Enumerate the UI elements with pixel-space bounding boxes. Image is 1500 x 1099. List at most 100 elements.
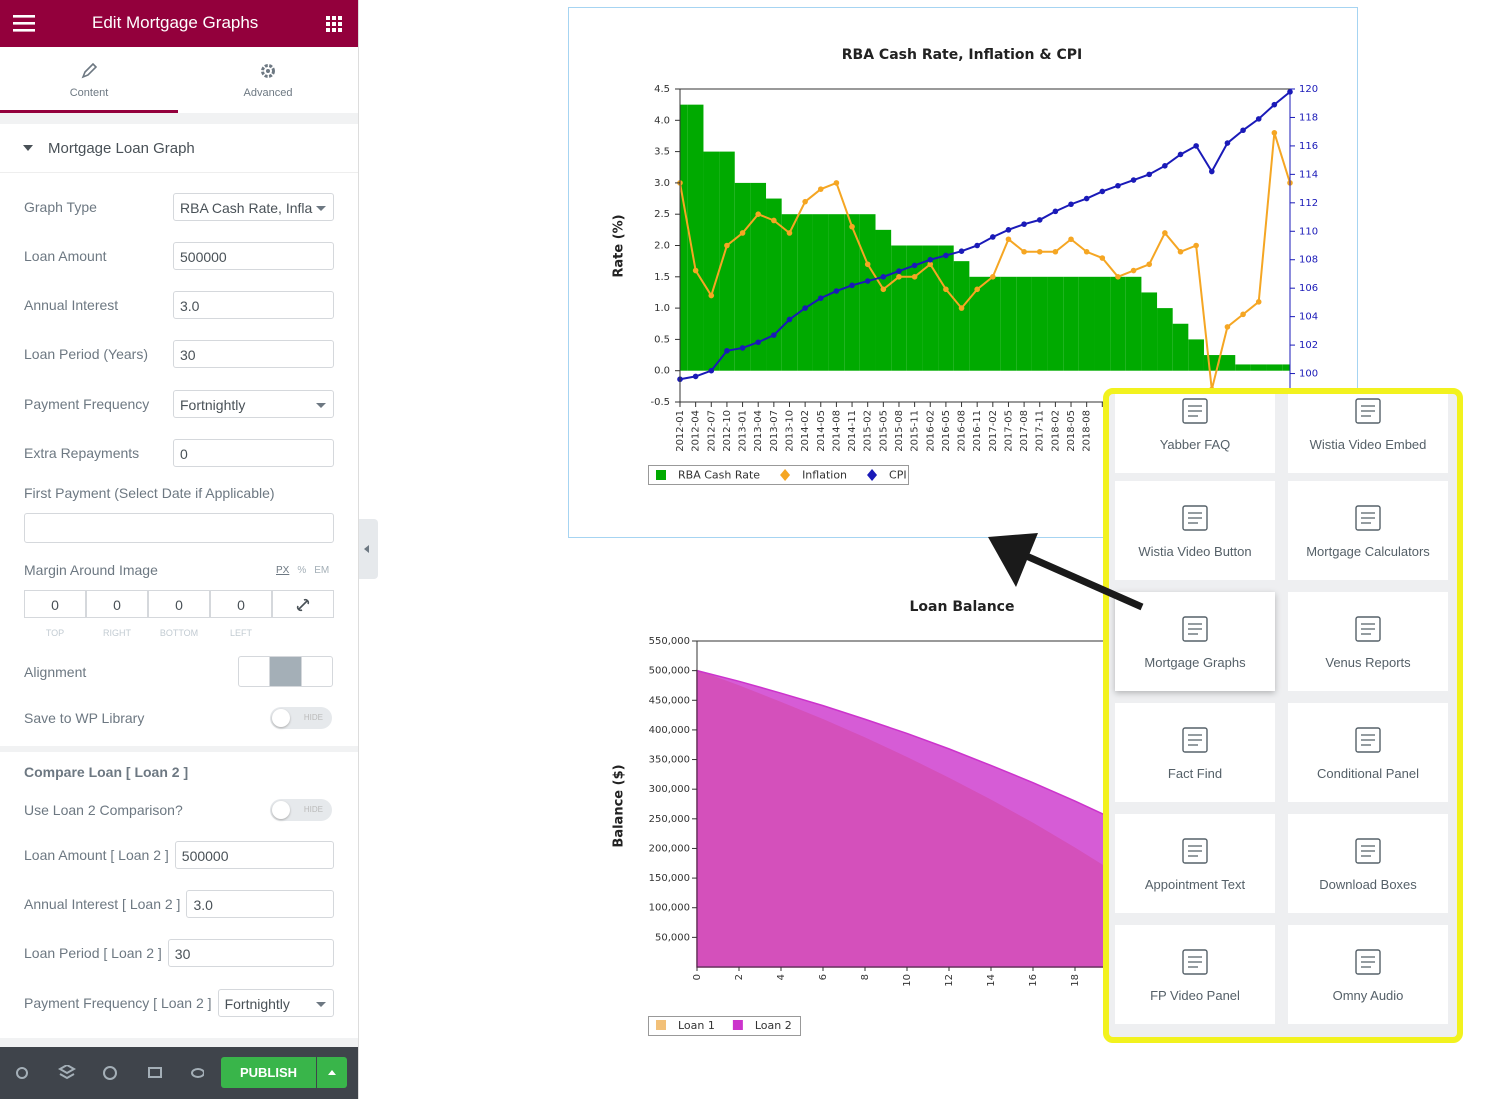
x-tick-label: 2012-04 [691,410,702,452]
unit-option[interactable]: PX [276,565,290,576]
y2-tick-label: 116 [1299,141,1318,152]
widget-card[interactable]: Conditional Panel [1288,703,1448,802]
margin-input[interactable]: 0 [148,590,210,618]
widget-card[interactable]: Mortgage Calculators [1288,481,1448,580]
widget-card[interactable]: Appointment Text [1115,814,1275,913]
text-input[interactable]: 500000 [174,841,334,869]
tabs: Content Advanced [0,47,358,113]
widget-card[interactable]: Fact Find [1115,703,1275,802]
text-input[interactable]: 3.0 [173,291,334,319]
select-input[interactable]: Fortnightly [173,390,334,418]
section-header[interactable]: Mortgage Loan Graph [0,124,358,173]
widget-card[interactable]: Wistia Video Embed [1288,394,1448,473]
link-button[interactable] [272,590,334,618]
publish-button[interactable]: PUBLISH [221,1057,316,1088]
tab-content[interactable]: Content [69,87,109,99]
header: Edit Mortgage Graphs [0,0,358,47]
y-tick-label: 0.0 [654,366,670,377]
footer-icons[interactable] [14,1065,204,1081]
text-input[interactable]: 500000 [173,242,334,270]
area-step [953,261,970,371]
area-step [938,245,954,371]
y-tick-label: 1.5 [654,272,670,283]
y-tick-label: 3.5 [654,147,670,158]
data-point [990,274,996,280]
legend-label: Loan 1 [678,1019,715,1032]
margin-input[interactable]: 0 [24,590,86,618]
area-step [1031,276,1048,371]
x-tick-label: 2015-02 [863,410,874,452]
section-body [0,124,358,746]
area-step [766,198,782,371]
collapse-handle[interactable] [359,519,378,579]
margin-input[interactable]: 0 [86,590,148,618]
data-point [1271,130,1278,136]
widget-icon [1182,949,1208,975]
y-axis-label: Balance ($) [612,764,627,847]
save-toggle[interactable]: HIDE [270,707,332,729]
widget-card[interactable]: Wistia Video Button [1115,481,1275,580]
data-point [1005,236,1012,243]
widget-card[interactable]: Yabber FAQ [1115,394,1275,473]
data-point [1115,182,1121,189]
select-input[interactable]: Fortnightly [217,989,334,1017]
margin-input[interactable]: 0 [210,590,272,618]
widget-icon [1355,505,1381,531]
field-row: Payment Frequency [ Loan 2 ] Fortnightly [24,988,334,1018]
data-point [1193,143,1199,149]
legend-swatch [867,469,878,481]
tab-advanced[interactable]: Advanced [243,87,293,99]
field-label: Payment Frequency [ Loan 2 ] [24,995,212,1011]
field-row: Annual Interest 3.0 [24,290,334,320]
select-input[interactable]: RBA Cash Rate, Infla [173,193,334,221]
menu-icon[interactable] [13,15,35,32]
data-point [1130,267,1137,274]
y-tick-label: 350,000 [649,755,690,766]
alignment-buttons [238,656,333,687]
publish-options[interactable] [317,1057,347,1088]
text-input[interactable]: 3.0 [186,890,334,918]
widget-card[interactable]: FP Video Panel [1115,925,1275,1024]
data-point [724,347,730,354]
x-tick-label: 2015-11 [910,410,921,452]
field-label: Annual Interest [24,297,119,313]
x-tick-label: 6 [818,974,829,980]
area-step [1125,276,1142,371]
align-left[interactable] [239,657,271,686]
x-tick-label: 2012-10 [722,410,733,452]
area-step [1078,276,1095,371]
data-point [786,230,793,236]
area-step [1157,308,1173,371]
widget-card[interactable]: Venus Reports [1288,592,1448,691]
section-title: Mortgage Loan Graph [48,140,195,157]
unit-option[interactable]: % [297,565,307,576]
apps-icon[interactable] [326,16,342,32]
y2-tick-label: 102 [1299,340,1318,351]
text-input[interactable]: 30 [167,939,334,967]
data-point [1240,127,1246,134]
area-step [985,276,1001,371]
side-label: RIGHT [103,628,131,638]
text-input[interactable]: 0 [173,439,334,467]
first-payment-input[interactable] [24,513,334,543]
align-center[interactable] [270,657,301,686]
widget-card[interactable]: Download Boxes [1288,814,1448,913]
field-row: Loan Period (Years) 30 [24,339,334,369]
align-right[interactable] [300,657,332,686]
widget-card[interactable]: Omny Audio [1288,925,1448,1024]
x-tick-label: 2014-08 [831,410,842,452]
pointer-arrow [988,533,1144,611]
widget-icon [1182,727,1208,753]
x-tick-label: 2016-05 [941,410,952,452]
data-point [911,262,918,269]
widget-label: Mortgage Graphs [1144,655,1246,670]
area-step [734,182,751,371]
text-input[interactable]: 30 [173,340,334,368]
data-point [1005,227,1012,233]
area-step [1063,276,1079,371]
widget-card[interactable]: Mortgage Graphs [1115,592,1275,691]
unit-option[interactable]: EM [314,565,330,576]
compare-toggle[interactable]: HIDE [270,799,332,821]
area-step [687,104,704,371]
y-tick-label: 50,000 [655,932,690,943]
